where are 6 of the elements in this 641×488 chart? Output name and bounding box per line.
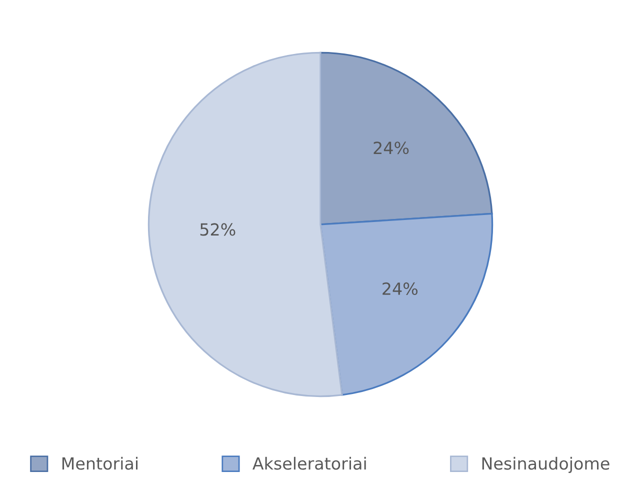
data-label: 24% [382, 282, 418, 296]
legend-label: Akseleratoriai [252, 456, 366, 470]
data-label: 52% [200, 223, 236, 236]
legend-label: Nesinaudojome [482, 456, 610, 473]
legend-label: Mentoriai [62, 456, 138, 470]
data-label: 24% [374, 142, 409, 154]
